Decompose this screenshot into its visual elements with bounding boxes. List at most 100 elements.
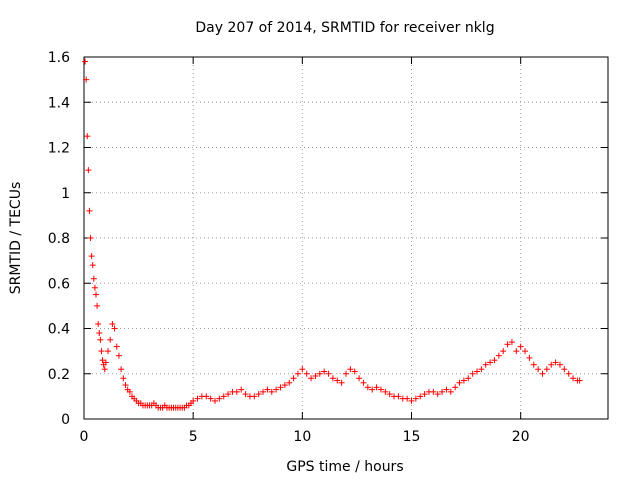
data-point xyxy=(207,395,214,402)
data-point xyxy=(434,391,441,398)
data-point xyxy=(105,348,112,355)
data-point xyxy=(356,375,363,382)
data-point xyxy=(97,336,104,343)
data-point xyxy=(364,384,371,391)
data-point xyxy=(513,348,520,355)
data-point xyxy=(122,382,129,389)
data-point xyxy=(126,388,133,395)
data-point xyxy=(556,361,563,368)
data-point xyxy=(255,391,262,398)
x-tick-marks: 0 5 10 15 20 xyxy=(80,57,530,445)
data-point xyxy=(465,375,472,382)
data-point xyxy=(277,384,284,391)
data-point xyxy=(113,343,120,350)
data-point xyxy=(487,359,494,366)
data-point xyxy=(312,373,319,380)
data-point xyxy=(408,397,415,404)
data-point xyxy=(225,391,232,398)
data-point xyxy=(360,379,367,386)
data-point xyxy=(294,370,301,377)
data-point xyxy=(474,368,480,375)
data-point xyxy=(95,320,102,327)
data-point xyxy=(386,391,393,398)
data-point xyxy=(86,207,93,214)
data-point xyxy=(395,393,402,400)
data-point xyxy=(290,375,297,382)
data-point xyxy=(115,352,122,359)
data-point xyxy=(548,361,555,368)
data-point xyxy=(539,370,546,377)
data-point xyxy=(469,370,476,377)
data-point xyxy=(109,320,116,327)
data-point xyxy=(308,375,315,382)
data-point xyxy=(268,388,275,395)
data-point xyxy=(303,370,310,377)
data-point xyxy=(334,377,341,384)
data-point xyxy=(111,325,118,332)
data-point xyxy=(89,262,96,269)
y-axis-label: SRMTID / TECUs xyxy=(8,182,24,295)
data-point xyxy=(508,339,515,346)
data-point xyxy=(561,366,568,373)
data-point xyxy=(216,395,223,402)
y-tick-label: 0 xyxy=(61,412,70,428)
data-point xyxy=(93,291,100,298)
data-point xyxy=(98,348,105,355)
data-point xyxy=(325,370,332,377)
data-point xyxy=(99,357,106,364)
data-point xyxy=(321,368,328,375)
data-point xyxy=(264,386,271,393)
data-point xyxy=(83,76,90,83)
data-point xyxy=(500,348,507,355)
data-point xyxy=(233,388,240,395)
data-point xyxy=(120,375,127,382)
data-point xyxy=(526,354,533,361)
data-point xyxy=(101,366,108,373)
data-point xyxy=(190,397,197,404)
data-point xyxy=(299,366,306,373)
data-point xyxy=(102,359,109,366)
data-point xyxy=(491,357,498,364)
data-point xyxy=(439,388,446,395)
data-point xyxy=(82,58,89,65)
data-point xyxy=(94,302,101,309)
data-point xyxy=(404,395,411,402)
data-point xyxy=(382,388,389,395)
data-point xyxy=(251,393,258,400)
data-point xyxy=(118,366,125,373)
data-point xyxy=(85,167,92,174)
y-tick-label: 1.6 xyxy=(48,50,70,66)
x-gridlines xyxy=(192,57,522,419)
data-point xyxy=(421,391,428,398)
data-point xyxy=(220,393,227,400)
data-points xyxy=(82,58,583,411)
data-point xyxy=(273,386,280,393)
x-tick-label: 10 xyxy=(293,429,311,445)
chart-title: Day 207 of 2014, SRMTID for receiver nkl… xyxy=(195,20,494,36)
y-tick-label: 0.8 xyxy=(48,231,70,247)
data-point xyxy=(238,386,245,393)
x-tick-label: 5 xyxy=(189,429,198,445)
data-point xyxy=(417,393,424,400)
data-point xyxy=(478,366,485,373)
data-point xyxy=(343,370,349,377)
x-axis-label: GPS time / hours xyxy=(286,459,403,475)
data-point xyxy=(316,370,323,377)
y-tick-label: 0.2 xyxy=(48,367,70,383)
y-tick-label: 1.4 xyxy=(48,95,70,111)
data-point xyxy=(351,368,358,375)
data-point xyxy=(338,379,345,386)
data-point xyxy=(194,395,201,402)
data-point xyxy=(456,379,463,386)
data-point xyxy=(286,379,293,386)
data-point xyxy=(373,384,380,391)
x-tick-label: 20 xyxy=(512,429,530,445)
data-point xyxy=(412,395,419,402)
data-point xyxy=(535,366,542,373)
data-point xyxy=(87,235,94,241)
data-point xyxy=(482,361,489,368)
data-point xyxy=(347,366,354,373)
data-point xyxy=(96,330,103,337)
y-gridlines xyxy=(84,101,608,375)
